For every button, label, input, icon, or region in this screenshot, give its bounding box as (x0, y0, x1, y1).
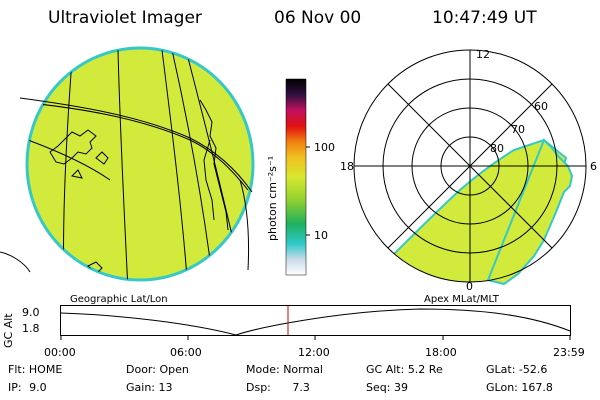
glon-value: 167.8 (521, 381, 553, 394)
lat-label-70: 70 (511, 123, 525, 136)
uv-image-disk (25, 46, 255, 282)
ip-label: IP: (8, 381, 22, 394)
status-gcalt: GC Alt: 5.2 Re (366, 363, 443, 376)
colorbar-gradient (285, 78, 307, 276)
status-seq: Seq: 39 (366, 381, 408, 394)
polar-grid (353, 49, 587, 283)
glon-label: GLon: (486, 381, 518, 394)
xtick-0000: 00:00 (44, 346, 76, 359)
colorbar-unit-label: photon cm⁻²s⁻¹ (266, 156, 279, 241)
altitude-ymax: 9.0 (22, 306, 40, 319)
status-gain: Gain: 13 (126, 381, 173, 394)
flt-value: HOME (28, 363, 63, 376)
colorbar-tick-10: 10 (314, 229, 328, 242)
altitude-ymin: 1.8 (22, 322, 40, 335)
latitude-line (19, 97, 253, 193)
altitude-timeline-plot (60, 305, 571, 340)
gain-value: 13 (158, 381, 173, 394)
app-title: Ultraviolet Imager (48, 8, 202, 28)
date-label: 06 Nov 00 (274, 8, 362, 28)
mlt-label-0: 0 (466, 280, 473, 293)
colorbar: 100 10 photon cm⁻²s⁻¹ (266, 78, 335, 276)
door-label: Door: (126, 363, 156, 376)
altitude-curve (60, 308, 571, 336)
status-glon: GLon: 167.8 (486, 381, 553, 394)
coastline-outer (0, 251, 31, 273)
mlt-label-12: 12 (476, 48, 490, 61)
xtick-0600: 06:00 (170, 346, 202, 359)
altitude-ylabel: GC Alt (2, 313, 15, 348)
dsp-value: 7.3 (292, 381, 310, 394)
polar-uv-coverage-edge (486, 138, 574, 286)
status-door: Door: Open (126, 363, 189, 376)
status-ip: IP: 9.0 (8, 381, 47, 394)
glat-label: GLat: (486, 363, 516, 376)
polar-panel-label: Apex MLat/MLT (424, 294, 499, 305)
longitude-line-east (239, 179, 250, 271)
altitude-ylabel-box: GC Alt (2, 306, 16, 348)
gcalt-label: GC Alt: (366, 363, 405, 376)
seq-value: 39 (393, 381, 408, 394)
colorbar-tick-100: 100 (314, 141, 335, 154)
mode-label: Mode: (246, 363, 280, 376)
status-dsp: Dsp: 7.3 (246, 381, 310, 394)
altitude-plot-frame (60, 305, 571, 336)
altitude-xticks (60, 335, 571, 340)
ip-value: 9.0 (29, 381, 47, 394)
dsp-label: Dsp: (246, 381, 271, 394)
mlt-label-18: 18 (340, 160, 354, 173)
door-value: Open (159, 363, 189, 376)
xtick-2359: 23:59 (553, 346, 585, 359)
flt-label: Flt: (8, 363, 26, 376)
polar-plot-panel: 12 18 6 0 60 70 80 (340, 48, 597, 293)
lat-label-60: 60 (534, 100, 548, 113)
glat-value: -52.6 (518, 363, 548, 376)
geo-panel-label: Geographic Lat/Lon (70, 294, 168, 305)
status-glat: GLat: -52.6 (486, 363, 547, 376)
lat-label-80: 80 (490, 142, 504, 155)
gain-label: Gain: (126, 381, 155, 394)
mlt-label-6: 6 (590, 160, 597, 173)
xtick-1800: 18:00 (425, 346, 457, 359)
mode-value: Normal (283, 363, 323, 376)
coastline (49, 99, 229, 275)
time-label: 10:47:49 UT (432, 8, 537, 28)
status-mode: Mode: Normal (246, 363, 323, 376)
geographic-image-panel (0, 46, 255, 282)
status-flt: Flt: HOME (8, 363, 62, 376)
xtick-1200: 12:00 (298, 346, 330, 359)
seq-label: Seq: (366, 381, 391, 394)
gcalt-value: 5.2 Re (407, 363, 443, 376)
